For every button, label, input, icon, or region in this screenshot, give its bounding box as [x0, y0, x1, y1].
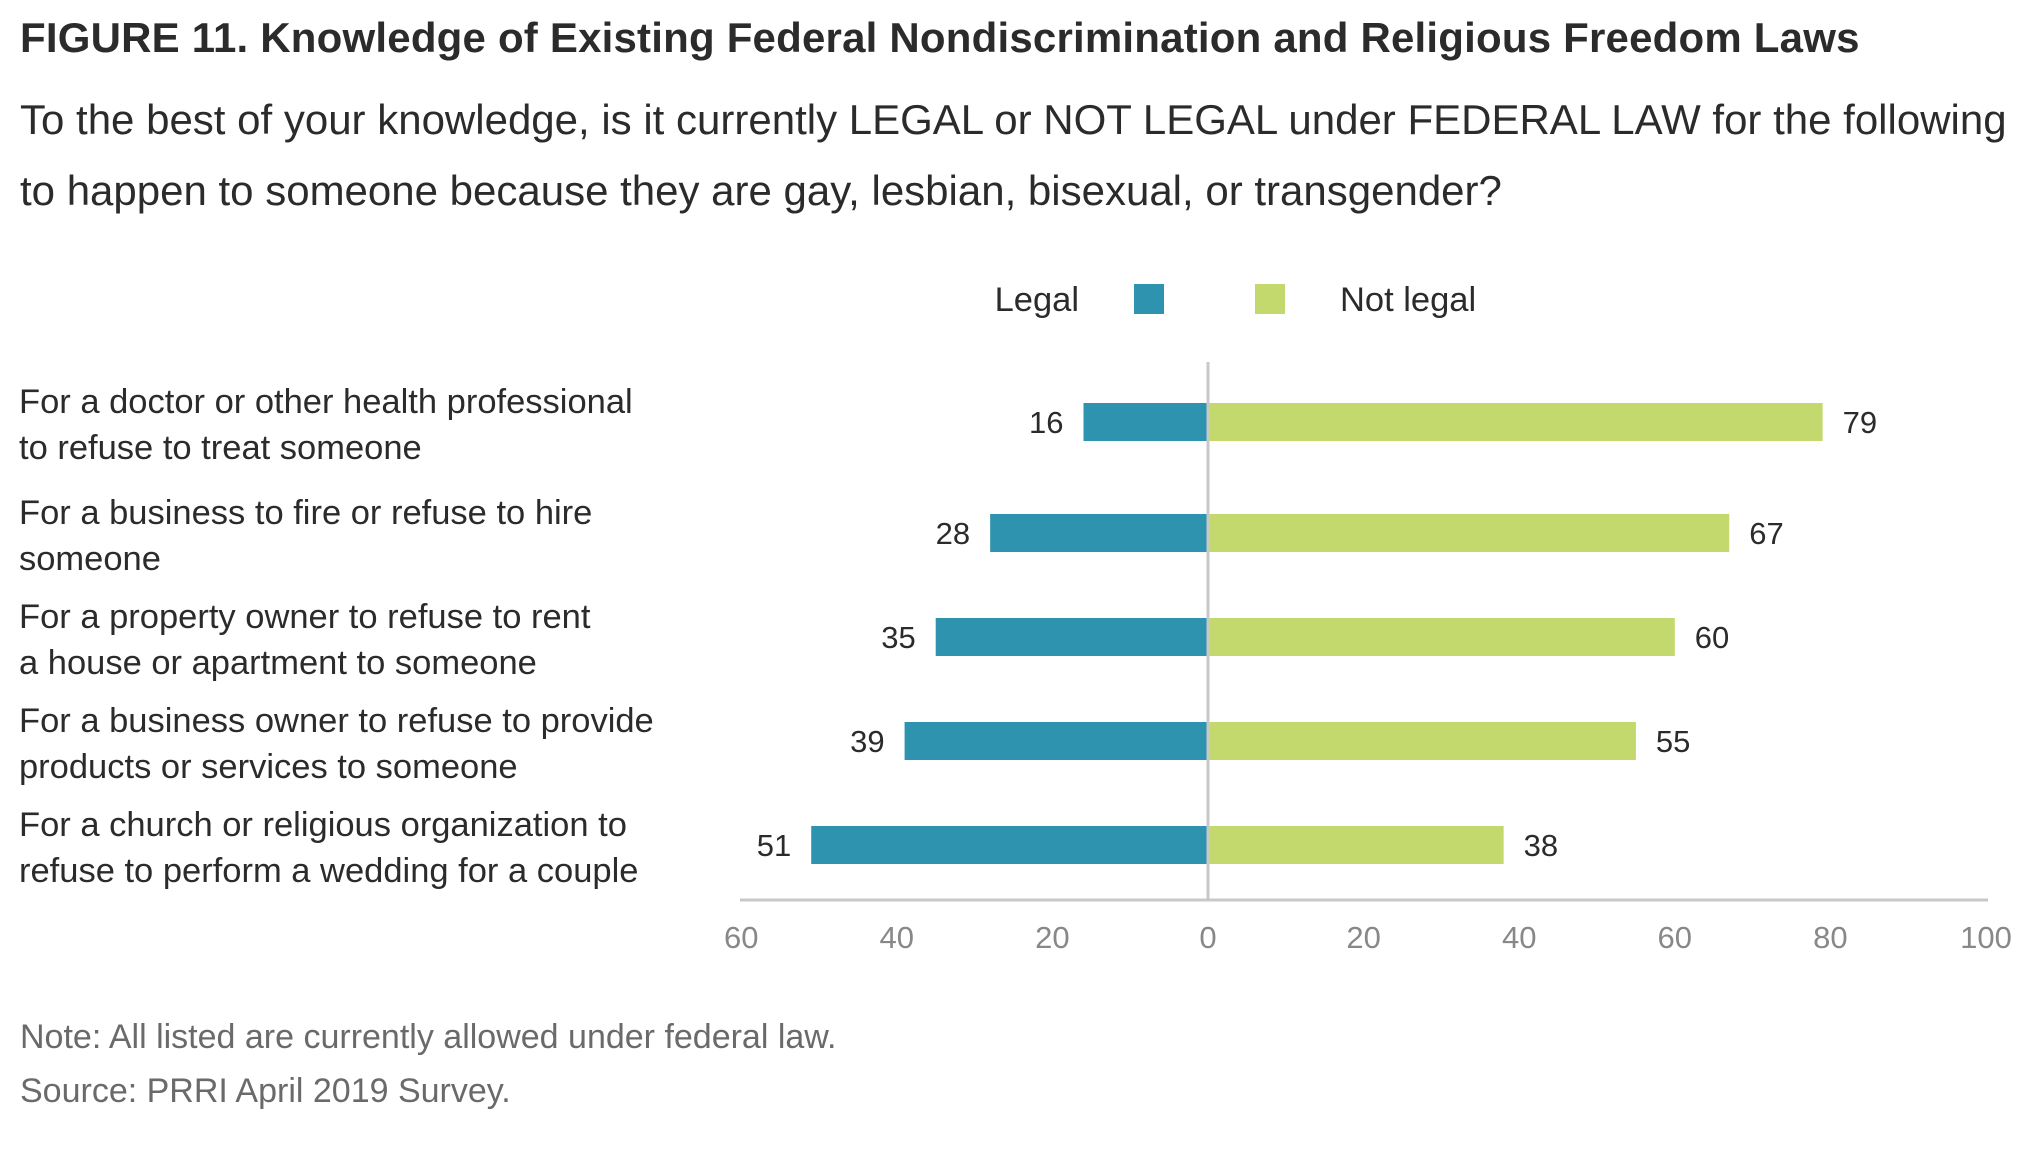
x-tick-label-4: 20 [1346, 920, 1380, 955]
figure-subtitle: To the best of your knowledge, is it cur… [20, 96, 2007, 214]
x-axis: 60 40 20 0 20 40 60 80 100 [724, 362, 2012, 955]
value-not-legal-2: 60 [1695, 620, 1729, 655]
legend-label-1: Not legal [1340, 281, 1476, 319]
value-legal-1: 28 [936, 516, 970, 551]
value-legal-0: 16 [1029, 405, 1063, 440]
category-label-0-line-0: For a doctor or other health professiona… [19, 383, 633, 421]
x-tick-label-1: 40 [880, 920, 914, 955]
category-label-1-line-1: someone [19, 540, 161, 578]
bar-not-legal-3 [1208, 722, 1636, 760]
value-legal-2: 35 [881, 620, 915, 655]
category-label-0-line-1: to refuse to treat someone [19, 429, 422, 467]
category-label-3-line-1: products or services to someone [19, 748, 518, 786]
bar-legal-1 [990, 514, 1208, 552]
x-tick-label-5: 40 [1502, 920, 1536, 955]
x-tick-label-3: 0 [1199, 920, 1216, 955]
bars [811, 403, 1823, 864]
x-tick-label-8: 100 [1960, 920, 2012, 955]
figure-title: FIGURE 11. Knowledge of Existing Federal… [20, 14, 1860, 61]
bar-not-legal-2 [1208, 618, 1675, 656]
bar-not-legal-1 [1208, 514, 1730, 552]
category-label-4-line-0: For a church or religious organization t… [19, 806, 627, 844]
bar-not-legal-0 [1208, 403, 1823, 441]
category-label-4-line-1: refuse to perform a wedding for a couple [19, 852, 638, 890]
category-label-2-line-1: a house or apartment to someone [19, 644, 537, 682]
x-tick-label-2: 20 [1035, 920, 1069, 955]
diverging-bar-chart: Legal Not legal For a doctor or other hea… [19, 281, 2012, 955]
category-labels: For a doctor or other health professiona… [19, 383, 654, 890]
bar-not-legal-4 [1208, 826, 1504, 864]
category-label-2-line-0: For a property owner to refuse to rent [19, 598, 591, 636]
legend-label-0: Legal [995, 281, 1079, 319]
bar-legal-0 [1083, 403, 1208, 441]
legend-swatch-1 [1255, 284, 1285, 314]
value-not-legal-3: 55 [1656, 724, 1690, 759]
x-tick-label-0: 60 [724, 920, 758, 955]
value-not-legal-4: 38 [1524, 828, 1558, 863]
value-legal-3: 39 [850, 724, 884, 759]
bar-legal-2 [935, 618, 1208, 656]
legend-swatch-0 [1134, 284, 1164, 314]
bar-legal-3 [904, 722, 1208, 760]
value-not-legal-1: 67 [1749, 516, 1783, 551]
source-text: Source: PRRI April 2019 Survey. [20, 1072, 511, 1110]
value-legal-4: 51 [757, 828, 791, 863]
bar-legal-4 [811, 826, 1208, 864]
value-labels: 16 79 28 67 35 60 39 55 51 38 [757, 405, 1877, 863]
legend: Legal Not legal [995, 281, 1477, 319]
x-tick-label-6: 60 [1658, 920, 1692, 955]
value-not-legal-0: 79 [1843, 405, 1877, 440]
note-text: Note: All listed are currently allowed u… [20, 1018, 837, 1056]
category-label-1-line-0: For a business to fire or refuse to hire [19, 494, 592, 532]
x-tick-label-7: 80 [1813, 920, 1847, 955]
category-label-3-line-0: For a business owner to refuse to provid… [19, 702, 654, 740]
